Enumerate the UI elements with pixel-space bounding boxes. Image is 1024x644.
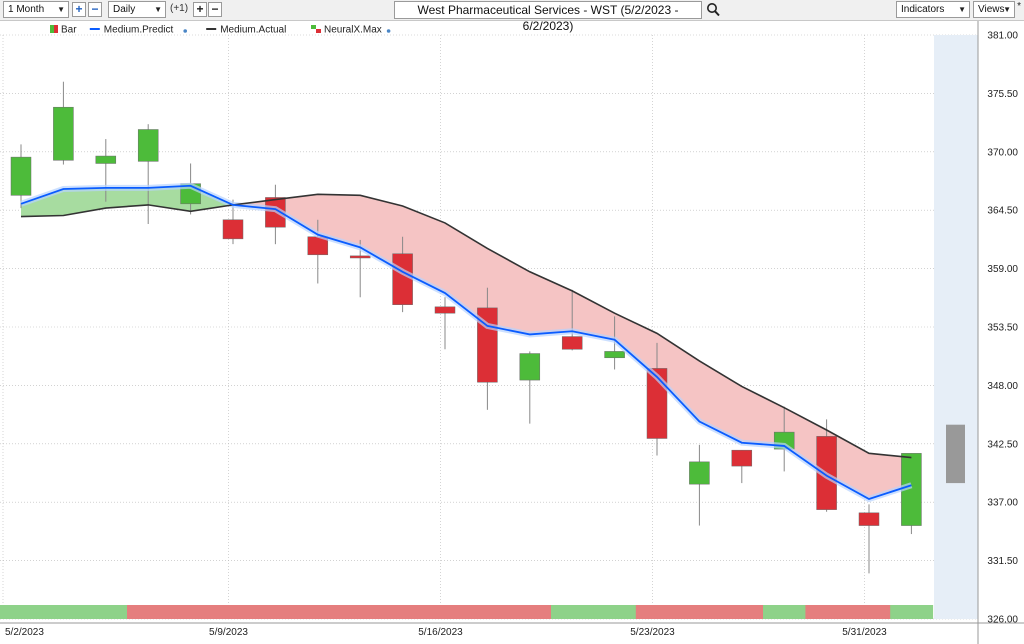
offset-increase-button[interactable]: + (193, 2, 207, 17)
candle-down (392, 253, 413, 305)
neuralx-segment (763, 605, 806, 619)
neuralx-segment (847, 605, 891, 619)
neuralx-segment (42, 605, 86, 619)
y-tick-label: 348.00 (987, 381, 1018, 392)
candle-bodies (10, 106, 922, 526)
legend-settings-dot (386, 29, 391, 33)
candle-up (10, 156, 32, 196)
candle-down (858, 512, 880, 526)
chevron-down-icon: ▼ (154, 5, 162, 14)
neuralx-segment (508, 605, 552, 619)
legend-label: Medium.Predict (104, 25, 174, 36)
x-tick-label: 5/2/2023 (5, 627, 44, 638)
neuralx-segment (296, 605, 340, 619)
zoom-in-button[interactable]: + (72, 2, 86, 17)
legend-bar-icon (54, 25, 58, 33)
neuralx-segment (211, 605, 255, 619)
legend-neuralx-icon (316, 29, 321, 33)
forecast-zone (934, 35, 978, 619)
zoom-out-button[interactable]: − (88, 2, 102, 17)
y-tick-label: 353.50 (987, 323, 1018, 334)
toolbar: 1 Month ▼ + − Daily ▼ (+1) + − West Phar… (0, 0, 1024, 33)
y-tick-label: 370.00 (987, 147, 1018, 158)
offset-decrease-button[interactable]: − (208, 2, 222, 17)
neuralx-segment (805, 605, 849, 619)
x-tick-label: 5/31/2023 (842, 627, 887, 638)
price-chart[interactable]: 381.00 375.50 370.00 364.50 359.00 353.50 348.… (0, 21, 1024, 644)
indicators-select-label: Indicators (901, 4, 945, 15)
y-tick-label: 342.50 (987, 439, 1018, 450)
medium-predict-glow (20, 182, 913, 503)
candle-down (222, 219, 244, 240)
y-tick-label: 381.00 (987, 31, 1018, 42)
candle-up (519, 353, 541, 381)
neuralx-segment (169, 605, 213, 619)
y-tick-label: 375.50 (987, 89, 1018, 100)
offset-label: (+1) (170, 3, 189, 14)
y-tick-label: 326.00 (987, 615, 1018, 626)
x-tick-label: 5/9/2023 (209, 627, 248, 638)
medium-predict-line (20, 184, 912, 500)
candle-down (561, 336, 583, 350)
candle-down (349, 255, 371, 259)
search-icon[interactable] (706, 2, 720, 17)
indicators-select[interactable]: Indicators ▼ (896, 1, 970, 18)
period-select-value: 1 Month (8, 4, 45, 15)
candle-up (137, 129, 159, 162)
legend-label: Medium.Actual (220, 25, 286, 36)
favorite-star[interactable]: * (1017, 1, 1021, 12)
views-select-label: Views (978, 4, 1005, 15)
neuralx-segment (551, 605, 594, 619)
chevron-down-icon: ▼ (1003, 5, 1011, 14)
y-tick-label: 337.00 (987, 498, 1018, 509)
legend-bar-icon (50, 25, 54, 33)
candle-up (95, 155, 117, 164)
candle-up (53, 106, 74, 161)
neuralx-segment (127, 605, 170, 619)
neuralx-segment (0, 605, 43, 619)
y-tick-label: 331.50 (987, 556, 1018, 567)
period-select[interactable]: 1 Month ▼ (3, 1, 69, 18)
legend-settings-dot (183, 29, 187, 33)
legend-label: Bar (61, 25, 77, 36)
legend-label: NeuralX.Max (324, 25, 382, 36)
y-axis: 381.00 375.50 370.00 364.50 359.00 353.50 348.… (977, 21, 1018, 644)
candle-down (434, 306, 456, 314)
neuralx-segment (254, 605, 298, 619)
neuralx-segment (720, 605, 764, 619)
band-fills (21, 185, 912, 500)
candle-down (731, 449, 753, 467)
candle-up (604, 351, 625, 359)
medium-actual-line (20, 193, 912, 459)
chevron-down-icon: ▼ (958, 5, 966, 14)
neuralx-segment (381, 605, 425, 619)
x-tick-label: 5/16/2023 (418, 627, 463, 638)
neuralx-segment (890, 605, 934, 619)
interval-select-value: Daily (113, 4, 136, 15)
interval-select[interactable]: Daily ▼ (108, 1, 166, 18)
neuralx-segment (635, 605, 679, 619)
neuralx-segment (84, 605, 128, 619)
neuralx-segment (593, 605, 637, 619)
y-tick-label: 359.00 (987, 264, 1018, 275)
views-select[interactable]: Views ▼ (973, 1, 1015, 18)
x-axis: 5/2/2023 5/9/2023 5/16/2023 5/23/2023 5/31/2… (0, 622, 1024, 638)
neuralx-segment (678, 605, 722, 619)
forecast-bar (946, 424, 965, 484)
symbol-title[interactable]: West Pharmaceutical Services - WST (5/2/… (394, 1, 702, 33)
legend-neuralx-icon (311, 25, 316, 29)
y-tick-label: 364.50 (987, 206, 1018, 217)
neuralx-segment (423, 605, 467, 619)
neuralx-segment (339, 605, 382, 619)
legend: Bar Medium.Predict Medium.Actual NeuralX.Ma… (50, 25, 391, 36)
x-tick-label: 5/23/2023 (630, 627, 675, 638)
chevron-down-icon: ▼ (57, 5, 65, 14)
neuralx-strip (0, 605, 934, 619)
indicator-lines (20, 182, 913, 503)
neuralx-segment (466, 605, 510, 619)
candle-up (689, 461, 710, 485)
